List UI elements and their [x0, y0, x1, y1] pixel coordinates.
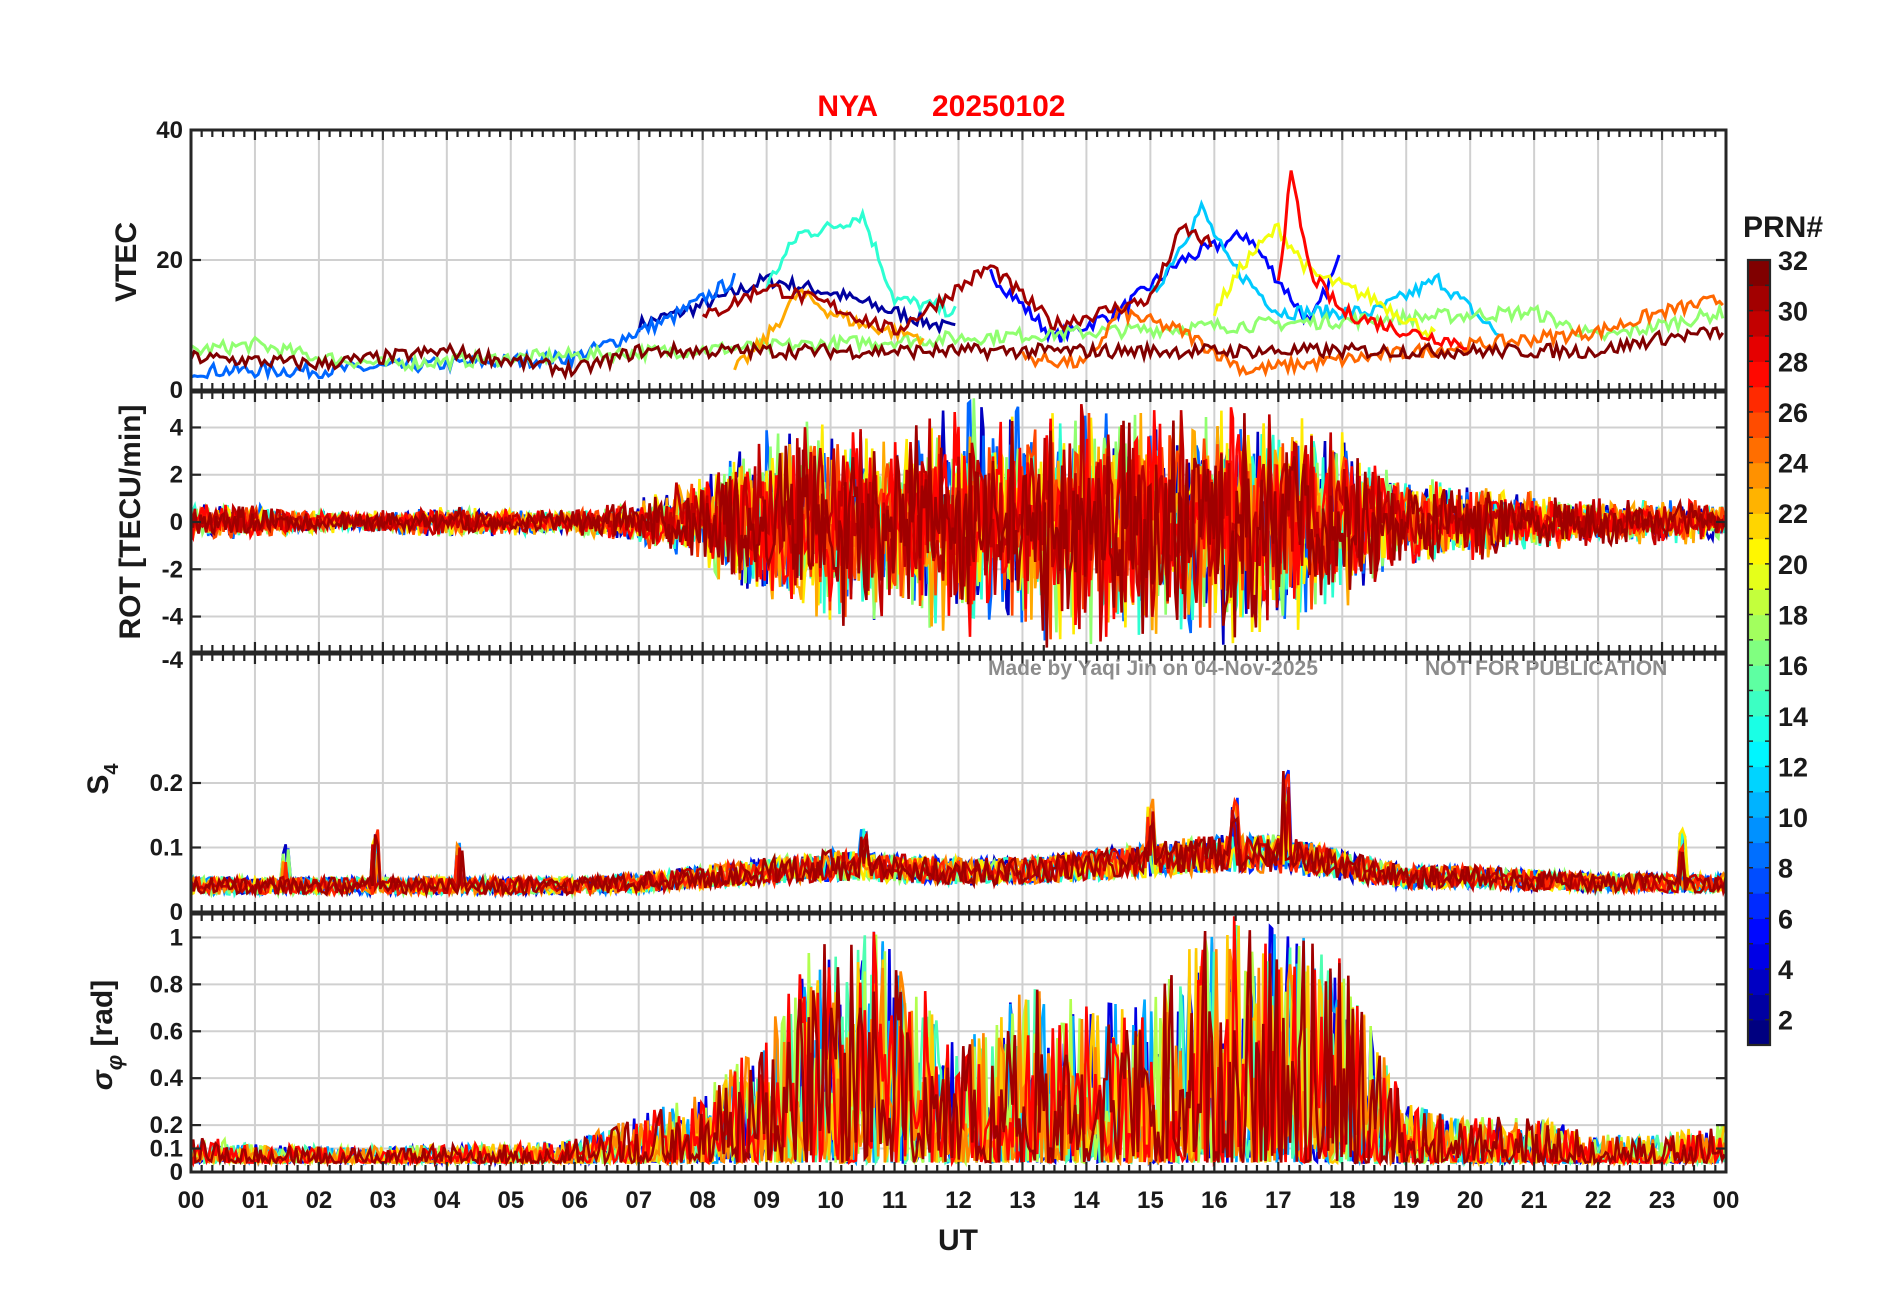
ylabel-vtec: VTEC: [110, 222, 143, 302]
series-prn-31: [191, 413, 1726, 648]
series-prn-28: [1276, 170, 1467, 351]
y-tick-label: 2: [170, 462, 183, 489]
x-tick-label: 19: [1393, 1187, 1420, 1214]
y-tick-label: -2: [162, 556, 183, 583]
ylabel-s4: S4: [82, 763, 123, 795]
series-group: [191, 916, 1726, 1168]
x-tick-label: 10: [817, 1187, 844, 1214]
series-prn-14: [765, 207, 957, 318]
y-tick-label: 0: [170, 377, 183, 404]
x-tick-label: 01: [242, 1187, 269, 1214]
y-tick-label: -4: [162, 604, 184, 631]
xlabel: UT: [938, 1224, 978, 1257]
y-tick-label: 20: [156, 247, 183, 274]
x-ticks: [189, 654, 1728, 912]
x-tick-label: 00: [1713, 1187, 1740, 1214]
x-ticks: [189, 914, 1728, 1172]
y-tick-label: 0.2: [150, 770, 183, 797]
colorbar-tick-label: 12: [1778, 752, 1808, 782]
colorbar-tick-label: 18: [1778, 601, 1808, 631]
y-tick-label: 0.2: [150, 1112, 183, 1139]
x-tick-label: 00: [178, 1187, 205, 1214]
svg-text:σφ [rad]: σφ [rad]: [86, 980, 127, 1090]
ylabel-rot: ROT [TECU/min]: [114, 405, 147, 640]
series-group: [191, 170, 1725, 382]
y-tick-label: 0: [170, 1159, 183, 1186]
colorbar-tick-label: 28: [1778, 347, 1808, 377]
x-tick-label: 20: [1457, 1187, 1484, 1214]
colorbar-tick-label: 32: [1778, 246, 1808, 276]
x-tick-label: 11: [882, 1187, 907, 1214]
colorbar-tick-label: 20: [1778, 550, 1808, 580]
series-prn-17: [191, 301, 1725, 374]
y-tick-label: 0.8: [150, 971, 183, 998]
colorbar-tick-label: 4: [1778, 955, 1793, 985]
y-tick-label: 0.1: [150, 835, 183, 862]
x-tick-label: 05: [497, 1187, 524, 1214]
x-tick-label: 18: [1329, 1187, 1356, 1214]
colorbar-label: PRN#: [1743, 211, 1823, 244]
x-tick-label: 13: [1009, 1187, 1036, 1214]
colorbar-tick-label: 8: [1778, 854, 1793, 884]
x-tick-labels: 00 01 02 03 04 05 06 07 08 09 10 11 12 13 14 15 16 17 18 19…: [178, 1187, 1740, 1214]
x-tick-label: 03: [370, 1187, 397, 1214]
x-tick-label: 22: [1585, 1187, 1612, 1214]
x-ticks: [189, 392, 1728, 652]
series-group: [191, 398, 1726, 648]
colorbar-tick-label: 14: [1778, 702, 1808, 732]
y-tick-label: 40: [156, 117, 183, 144]
x-tick-label: 14: [1073, 1187, 1100, 1214]
title-station: NYA: [817, 90, 878, 123]
x-tick-label: 04: [433, 1187, 460, 1214]
colorbar-tick-label: 22: [1778, 499, 1808, 529]
x-tick-label: 16: [1201, 1187, 1228, 1214]
svg-text:S4: S4: [82, 763, 123, 795]
x-tick-label: 08: [689, 1187, 716, 1214]
y-tick-label: 0.6: [150, 1018, 183, 1045]
x-tick-label: 17: [1265, 1187, 1292, 1214]
x-tick-label: 23: [1649, 1187, 1676, 1214]
colorbar-tick-label: 24: [1778, 449, 1808, 479]
series-group: [191, 769, 1726, 900]
x-ticks: [189, 130, 1728, 390]
panel-vtec: 0 20 40: [156, 117, 1728, 404]
y-tick-label: 0.1: [150, 1136, 183, 1163]
colorbar-tick-label: 2: [1778, 1006, 1793, 1036]
y-tick-label: 0: [170, 509, 183, 536]
colorbar-tick-label: 10: [1778, 803, 1808, 833]
panel-s4: 0 0.1 0.2: [150, 652, 1728, 926]
colorbar-tick-label: 26: [1778, 398, 1808, 428]
series-prn-31: [191, 771, 1726, 899]
series-prn-31: [701, 222, 1213, 336]
series-prn-8: [191, 272, 737, 382]
watermark-made-by: Made by Yaqi Jin on 04-Nov-2025: [988, 657, 1318, 680]
x-tick-label: 12: [945, 1187, 972, 1214]
series-prn-23: [733, 288, 925, 371]
y-tick-label: 0.4: [150, 1065, 184, 1092]
y-tick-label: 4: [170, 414, 184, 441]
panel-sigma-phi: 00.10.2 0.4 0.6 0.8 1: [150, 912, 1728, 1186]
x-tick-label: 15: [1137, 1187, 1164, 1214]
ylabel-sigma-phi: σφ [rad]: [86, 980, 127, 1090]
x-tick-label: 21: [1521, 1187, 1548, 1214]
y-tick-label: 0: [170, 899, 183, 926]
colorbar-tick-label: 6: [1778, 904, 1793, 934]
watermark-notice: NOT FOR PUBLICATION: [1425, 657, 1667, 680]
y-tick-label: -4: [162, 647, 184, 674]
x-tick-label: 06: [561, 1187, 588, 1214]
colorbar-tick-label: 30: [1778, 297, 1808, 327]
colorbar-tick-label: 16: [1778, 651, 1808, 681]
title-date: 20250102: [932, 90, 1065, 123]
series-prn-20: [1212, 222, 1436, 343]
series-prn-11: [1149, 199, 1500, 337]
x-tick-label: 02: [306, 1187, 333, 1214]
x-tick-label: 09: [753, 1187, 780, 1214]
series-prn-32: [191, 326, 1725, 381]
x-tick-label: 07: [625, 1187, 652, 1214]
y-tick-label: 1: [170, 924, 183, 951]
panel-rot: -4 -2 0 2 4 -4: [162, 390, 1728, 674]
series-prn-31: [191, 930, 1726, 1168]
